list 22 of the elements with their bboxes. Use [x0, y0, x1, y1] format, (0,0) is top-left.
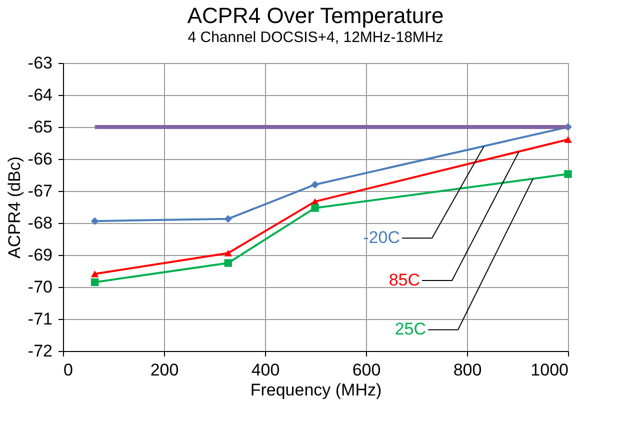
y-tick-label: -68 — [28, 214, 52, 232]
chart-title: ACPR4 Over Temperature — [187, 3, 444, 28]
x-tick-label: 800 — [453, 360, 482, 380]
x-tick-label: 1000 — [530, 360, 568, 380]
y-axis-title: ACPR4 (dBc) — [4, 156, 24, 259]
x-axis-title: Frequency (MHz) — [250, 380, 382, 400]
y-tick-label: -72 — [28, 342, 52, 360]
y-tick-label: -69 — [28, 246, 52, 264]
x-tick-label: 0 — [64, 360, 73, 380]
x-tick-label: 600 — [352, 360, 381, 380]
y-tick-label: -64 — [28, 86, 52, 104]
y-tick-label: -66 — [28, 150, 52, 168]
y-tick-label: -67 — [28, 182, 52, 200]
chart-subtitle: 4 Channel DOCSIS+4, 12MHz-18MHz — [188, 29, 444, 46]
y-tick-label: -70 — [28, 278, 52, 296]
x-tick-label: 200 — [150, 360, 179, 380]
y-tick-label: -65 — [28, 118, 52, 136]
y-tick-label: -63 — [28, 54, 52, 72]
text: 85C — [388, 270, 420, 290]
text: 25C — [394, 320, 426, 339]
y-tick-label: -71 — [28, 310, 52, 328]
x-tick-label: 400 — [251, 360, 280, 380]
